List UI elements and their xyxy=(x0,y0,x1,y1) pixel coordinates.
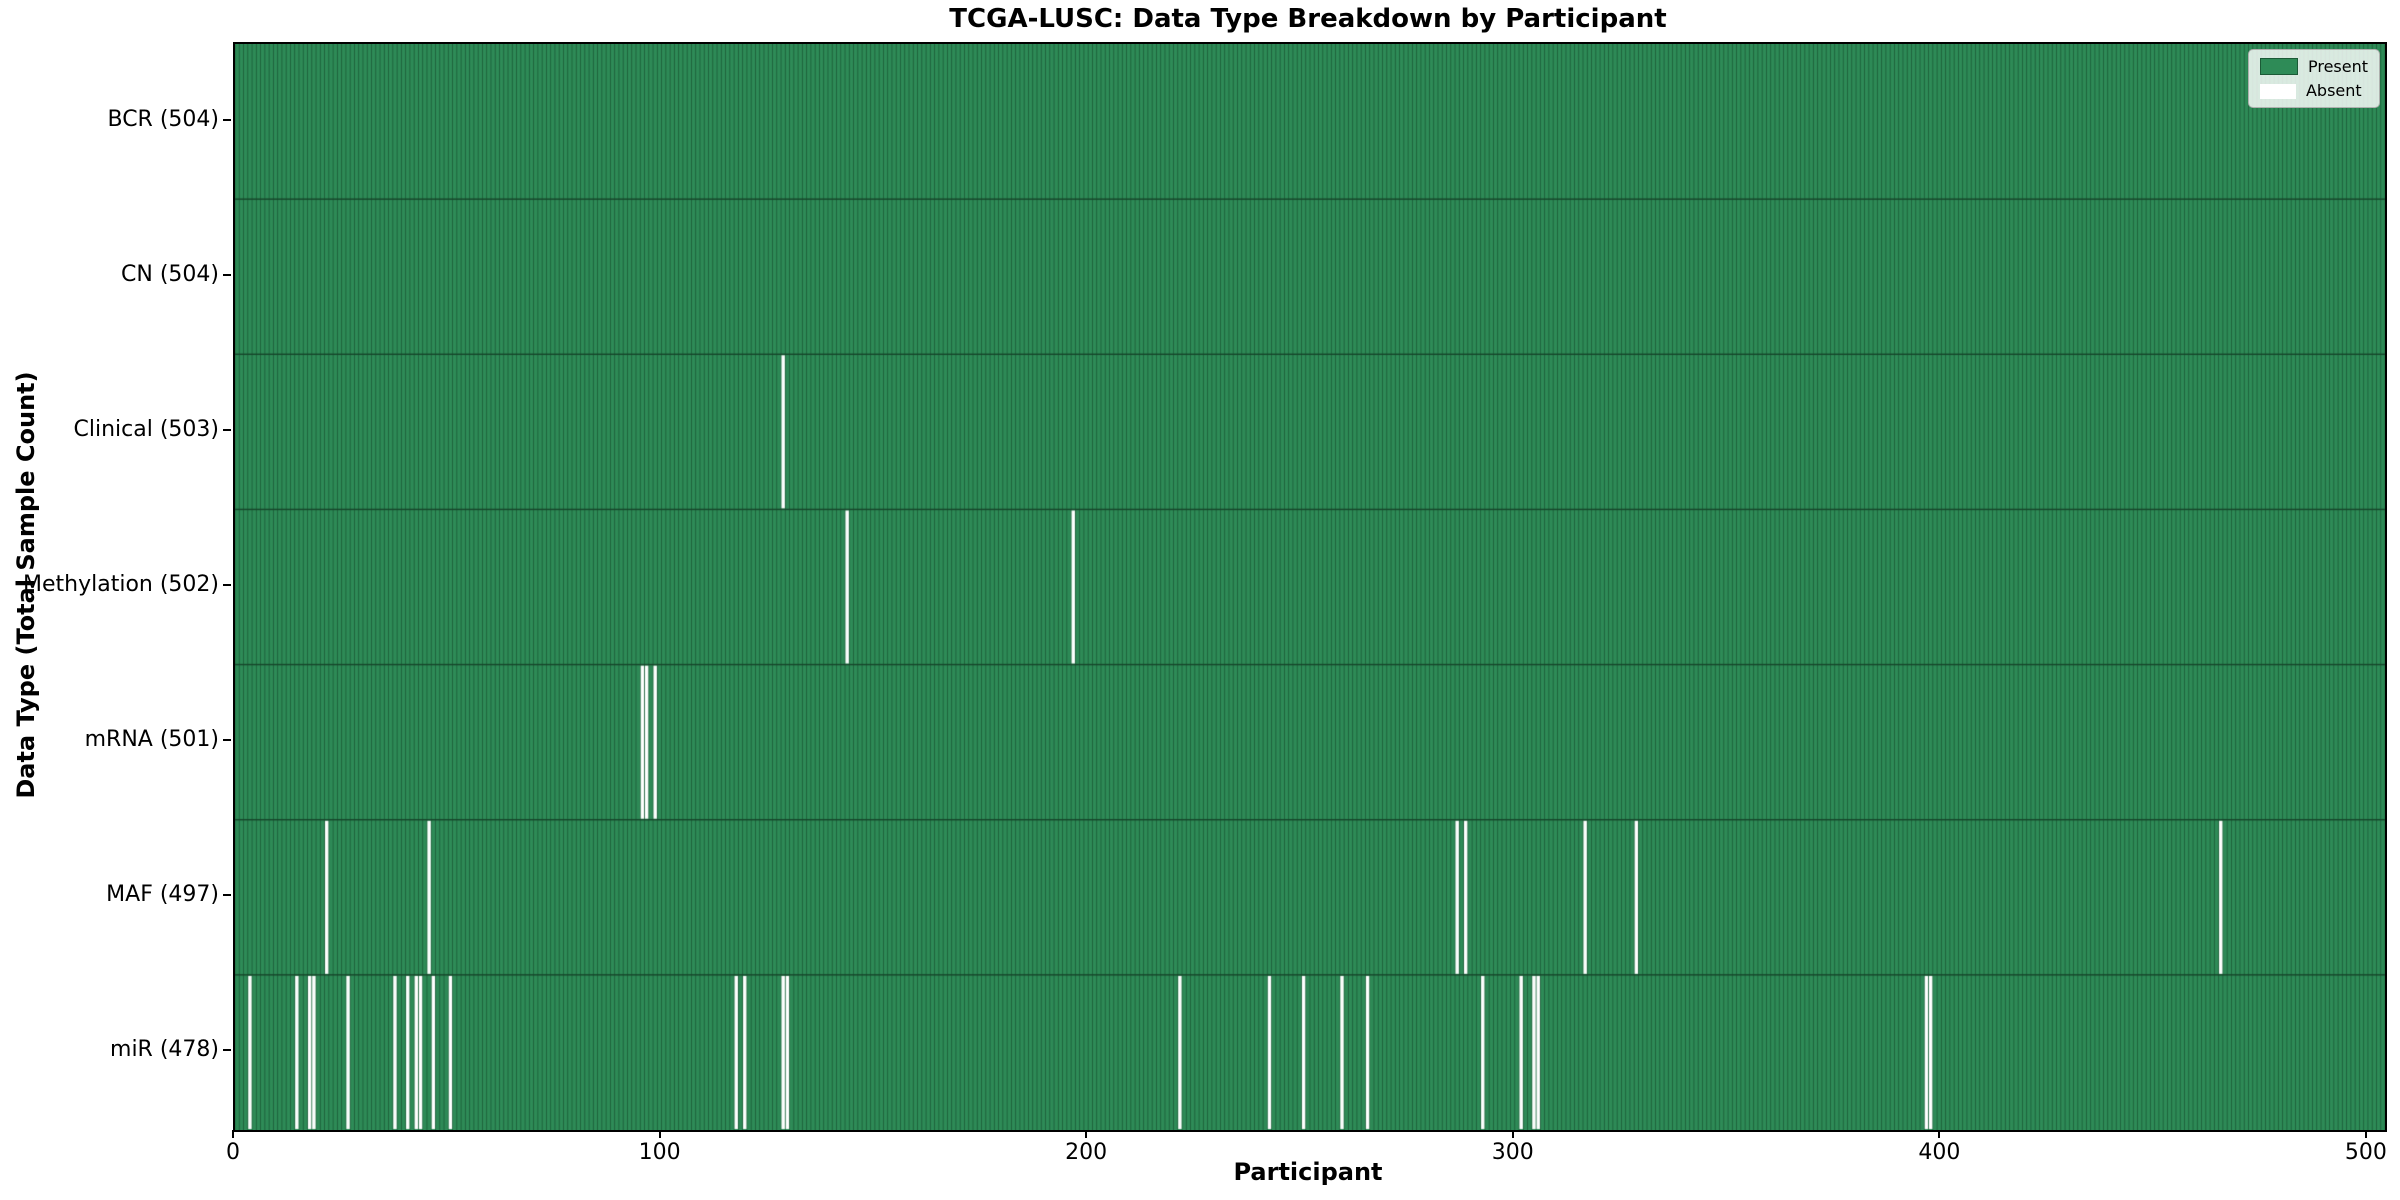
y-tick-mark xyxy=(223,739,231,742)
y-tick-mark xyxy=(223,894,231,897)
y-tick-label: CN (504) xyxy=(121,261,219,287)
y-tick-mark xyxy=(223,118,231,121)
y-tick-label: MAF (497) xyxy=(106,882,219,908)
participant-heatmap-canvas xyxy=(235,44,2385,1130)
x-tick-label: 200 xyxy=(1065,1140,1108,1165)
x-tick-label: 400 xyxy=(1918,1140,1961,1165)
y-tick-label: Clinical (503) xyxy=(73,416,219,442)
legend-item-absent: Absent xyxy=(2259,81,2368,100)
y-tick-mark xyxy=(223,1049,231,1052)
plot-area: Present Absent xyxy=(233,42,2387,1132)
x-tick-label: 100 xyxy=(638,1140,681,1165)
y-tick-label: mRNA (501) xyxy=(84,727,219,753)
absent-swatch xyxy=(2259,83,2296,99)
x-tick-mark xyxy=(1511,1130,1514,1138)
x-tick-mark xyxy=(1938,1130,1941,1138)
x-tick-mark xyxy=(1085,1130,1088,1138)
y-tick-label: BCR (504) xyxy=(107,106,219,132)
x-tick-mark xyxy=(232,1130,234,1138)
x-tick-label: 500 xyxy=(2344,1140,2387,1165)
y-tick-mark xyxy=(223,584,231,586)
y-tick-label: miR (478) xyxy=(110,1037,219,1063)
x-tick-label: 300 xyxy=(1491,1140,1534,1165)
present-swatch xyxy=(2259,58,2298,75)
legend-item-present: Present xyxy=(2259,56,2368,76)
y-tick-label: Methylation (502) xyxy=(23,572,219,597)
legend: Present Absent xyxy=(2247,49,2380,108)
x-tick-mark xyxy=(2364,1130,2367,1138)
y-tick-mark xyxy=(223,428,231,431)
chart-title: TCGA-LUSC: Data Type Breakdown by Partic… xyxy=(949,4,1667,34)
x-axis-label: Participant xyxy=(1233,1158,1383,1186)
legend-label-present: Present xyxy=(2307,56,2368,76)
legend-label-absent: Absent xyxy=(2305,81,2362,100)
x-tick-label: 0 xyxy=(226,1140,240,1165)
y-tick-mark xyxy=(223,273,231,276)
x-tick-mark xyxy=(658,1130,661,1138)
